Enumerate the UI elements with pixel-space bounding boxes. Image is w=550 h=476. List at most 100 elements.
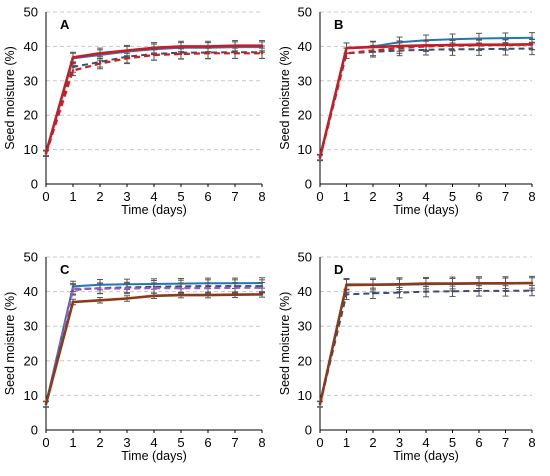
y-tick-label: 50 xyxy=(298,5,312,20)
data-point xyxy=(179,52,183,56)
data-point xyxy=(206,52,210,55)
x-tick-label: 1 xyxy=(343,189,350,204)
data-point xyxy=(179,293,183,297)
y-tick-label: 20 xyxy=(24,108,38,123)
y-tick-label: 0 xyxy=(305,177,312,192)
data-point xyxy=(98,62,102,65)
data-point xyxy=(345,46,348,50)
series-4 xyxy=(43,40,265,157)
data-point xyxy=(125,297,129,300)
x-tick-label: 4 xyxy=(150,435,157,450)
x-tick-label: 3 xyxy=(123,435,130,450)
data-point xyxy=(152,53,156,57)
series-line xyxy=(318,281,533,405)
y-tick-label: 10 xyxy=(24,142,38,157)
data-point xyxy=(125,49,129,52)
data-point xyxy=(233,286,237,289)
y-tick-label: 0 xyxy=(31,177,38,192)
y-axis-label: Seed moisture (%) xyxy=(3,46,17,150)
data-point xyxy=(345,293,348,296)
series-line xyxy=(319,47,533,159)
y-tick-label: 30 xyxy=(298,319,312,334)
x-axis-label: Time (days) xyxy=(121,449,187,463)
x-tick-label: 7 xyxy=(502,189,509,204)
data-point xyxy=(152,46,156,49)
data-point xyxy=(451,43,454,47)
series-line xyxy=(44,52,262,155)
data-point xyxy=(530,289,534,292)
y-tick-label: 50 xyxy=(24,5,38,20)
data-point xyxy=(152,294,156,297)
y-tick-label: 10 xyxy=(24,388,38,403)
chart-panel-c: 0 10 20 30 40 50 0 1 2 3 4 5 6 7 8 Time (days) Seed mois… xyxy=(3,250,266,464)
y-tick-label: 40 xyxy=(24,284,38,299)
series-line xyxy=(319,289,533,405)
series-3 xyxy=(43,47,265,157)
series-2 xyxy=(317,284,535,408)
data-point xyxy=(98,52,102,55)
data-point xyxy=(71,69,75,72)
data-point xyxy=(477,43,481,46)
data-point xyxy=(398,291,401,294)
y-tick-label: 30 xyxy=(24,73,38,88)
data-point xyxy=(71,56,75,59)
x-tick-label: 2 xyxy=(369,189,376,204)
data-point xyxy=(424,290,428,293)
data-point xyxy=(179,45,183,48)
y-tick-label: 40 xyxy=(24,39,38,54)
x-tick-label: 4 xyxy=(422,189,429,204)
x-tick-label: 8 xyxy=(258,189,265,204)
x-tick-label: 7 xyxy=(231,435,238,450)
x-tick-label: 7 xyxy=(231,189,238,204)
data-point xyxy=(260,52,264,55)
x-tick-label: 0 xyxy=(42,435,49,450)
panel-label: B xyxy=(334,17,343,32)
chart-panel-a: 0 10 20 30 40 50 0 1 2 3 4 5 6 7 8 Time (days) Seed mois… xyxy=(3,5,266,218)
data-point xyxy=(152,286,156,290)
data-point xyxy=(345,283,348,286)
series-4 xyxy=(43,291,265,408)
y-tick-label: 30 xyxy=(298,73,312,88)
panel-label: D xyxy=(334,262,343,277)
x-tick-label: 3 xyxy=(123,189,130,204)
data-point xyxy=(125,287,129,290)
x-tick-label: 2 xyxy=(96,189,103,204)
data-point xyxy=(71,300,75,304)
x-tick-label: 6 xyxy=(204,189,211,204)
x-axis-label: Time (days) xyxy=(393,449,459,463)
data-point xyxy=(398,283,401,286)
series-line xyxy=(319,36,533,158)
x-tick-label: 4 xyxy=(422,435,429,450)
x-tick-label: 6 xyxy=(475,189,482,204)
x-tick-label: 3 xyxy=(396,435,403,450)
x-tick-label: 6 xyxy=(204,435,211,450)
x-axis-label: Time (days) xyxy=(121,203,187,217)
data-point xyxy=(504,282,507,285)
data-point xyxy=(424,44,428,47)
panel-label: C xyxy=(60,262,70,277)
y-tick-label: 20 xyxy=(24,353,38,368)
data-point xyxy=(206,293,210,297)
x-axis-label: Time (days) xyxy=(393,203,459,217)
y-tick-label: 40 xyxy=(298,284,312,299)
series-line xyxy=(44,286,262,405)
x-tick-label: 0 xyxy=(316,189,323,204)
x-tick-label: 7 xyxy=(502,435,509,450)
data-point xyxy=(206,286,210,290)
x-tick-label: 1 xyxy=(69,189,76,204)
data-point xyxy=(371,292,375,295)
series-line xyxy=(45,51,262,154)
data-point xyxy=(179,286,183,290)
x-tick-label: 4 xyxy=(150,189,157,204)
data-point xyxy=(424,282,428,285)
data-point xyxy=(98,299,102,302)
series-line xyxy=(318,43,533,159)
data-point xyxy=(318,155,322,159)
y-tick-label: 20 xyxy=(298,108,312,123)
data-point xyxy=(233,293,237,296)
series-2 xyxy=(317,41,535,162)
x-tick-label: 2 xyxy=(96,435,103,450)
y-axis-label: Seed moisture (%) xyxy=(3,292,17,396)
series-2 xyxy=(43,45,265,157)
